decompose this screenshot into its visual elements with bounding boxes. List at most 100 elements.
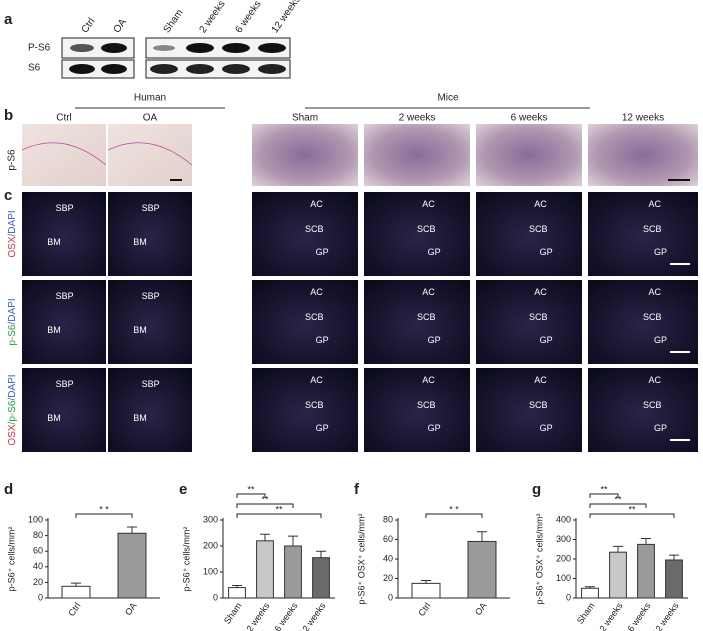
x-tick-label: Sham	[222, 601, 244, 626]
region-label: AC	[310, 375, 323, 385]
region-label: AC	[422, 375, 435, 385]
column-label: Ctrl	[56, 113, 72, 124]
region-label: GP	[654, 423, 667, 433]
row-label: OSX/DAPI	[7, 210, 18, 257]
fluorescence-image	[252, 192, 358, 276]
region-label: SCB	[643, 400, 662, 410]
y-tick-label: 100	[28, 514, 43, 524]
row-label-part: /DAPI	[7, 298, 18, 324]
y-tick-label: 40	[383, 553, 393, 563]
error-bar	[669, 554, 679, 560]
fluorescence-image	[108, 192, 192, 276]
y-tick-label: 300	[556, 534, 571, 544]
panel-label: e	[179, 481, 187, 498]
region-label: SBP	[142, 291, 160, 301]
row-label-part: /DAPI	[7, 210, 18, 236]
region-label: GP	[316, 335, 329, 345]
x-tick-label: 2 weeks	[244, 600, 271, 631]
significance-bracket	[425, 513, 483, 518]
y-tick-label: 100	[203, 566, 218, 576]
lane-label: 2 weeks	[198, 0, 228, 35]
y-tick-label: 0	[38, 592, 43, 602]
lane-label: Ctrl	[80, 16, 98, 35]
row-label-part: OSX	[7, 236, 18, 257]
blot	[61, 37, 291, 79]
row-label: p-S6/DAPI	[7, 298, 18, 345]
x-tick-label: 6 weeks	[272, 600, 299, 631]
region-label: AC	[649, 375, 662, 385]
region-label: AC	[534, 287, 547, 297]
region-label: GP	[540, 247, 553, 257]
fluorescence-image	[588, 368, 698, 452]
bar	[312, 557, 330, 599]
blot-row-label: S6	[28, 63, 41, 74]
bar	[284, 545, 302, 599]
significance-bracket	[75, 513, 133, 518]
bar	[609, 551, 627, 599]
significance-label: **	[261, 494, 269, 504]
y-tick-label: 200	[556, 553, 571, 563]
micrograph	[588, 124, 698, 186]
bar	[411, 582, 441, 599]
region-label: SCB	[529, 312, 548, 322]
region-label: GP	[316, 247, 329, 257]
micrograph	[108, 124, 192, 186]
column-label: 2 weeks	[399, 113, 436, 124]
significance-bracket	[236, 503, 294, 508]
error-bar	[477, 531, 487, 542]
significance-bracket	[236, 493, 266, 498]
panel-label: a	[4, 11, 13, 28]
micrograph	[252, 124, 358, 186]
x-tick-label: 2 weeks	[597, 600, 624, 631]
x-tick-label: OA	[473, 601, 489, 617]
region-label: BM	[133, 325, 147, 335]
bar	[256, 540, 274, 599]
lane-label: 12 weeks	[270, 0, 303, 35]
region-label: SCB	[305, 312, 324, 322]
region-label: SCB	[417, 312, 436, 322]
fluorescence-image	[476, 280, 582, 364]
y-tick-label: 0	[566, 592, 571, 602]
micrograph	[22, 124, 106, 186]
bar	[467, 540, 497, 599]
region-label: BM	[133, 413, 147, 423]
fluorescence-image	[364, 192, 470, 276]
fluorescence-image	[252, 280, 358, 364]
region-label: SCB	[305, 400, 324, 410]
panel-label: f	[354, 481, 360, 498]
region-label: BM	[47, 325, 61, 335]
y-tick-label: 300	[203, 514, 218, 524]
region-label: GP	[540, 335, 553, 345]
y-axis-label: p-S6⁺ cells/mm²	[181, 527, 191, 592]
region-label: AC	[422, 287, 435, 297]
column-label: 12 weeks	[622, 113, 664, 124]
error-bar	[71, 582, 81, 587]
row-label: p-S6	[7, 149, 18, 171]
region-label: SCB	[305, 224, 324, 234]
y-tick-label: 0	[388, 592, 393, 602]
blot-row-label: P-S6	[28, 43, 51, 54]
significance-bracket	[236, 513, 322, 518]
y-tick-label: 40	[33, 561, 43, 571]
region-label: SCB	[643, 312, 662, 322]
fluorescence-image	[364, 280, 470, 364]
y-tick-label: 60	[383, 534, 393, 544]
lane-label: 6 weeks	[234, 0, 264, 35]
region-label: AC	[534, 375, 547, 385]
significance-label: **	[275, 504, 283, 514]
region-label: GP	[540, 423, 553, 433]
x-tick-label: 6 weeks	[625, 600, 652, 631]
error-bar	[288, 535, 298, 546]
fluorescence-image	[364, 368, 470, 452]
region-label: GP	[428, 423, 441, 433]
region-label: SBP	[56, 379, 74, 389]
region-label: SCB	[417, 400, 436, 410]
bar	[117, 532, 147, 599]
region-label: SBP	[56, 291, 74, 301]
tissue-outline	[21, 142, 107, 166]
significance-label: **	[628, 504, 636, 514]
y-tick-label: 100	[556, 573, 571, 583]
fluorescence-image	[252, 368, 358, 452]
region-label: BM	[133, 237, 147, 247]
